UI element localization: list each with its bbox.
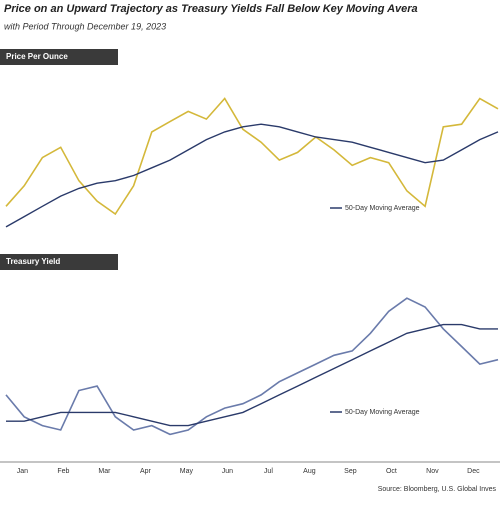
title: Price on an Upward Trajectory as Treasur…: [4, 3, 418, 15]
x-tick-label: Dec: [467, 468, 480, 475]
legend-label: 50-Day Moving Average: [345, 409, 420, 416]
x-tick-label: Jun: [222, 468, 233, 475]
line: [5, 123, 499, 228]
x-tick-label: May: [180, 468, 194, 475]
x-tick-label: Feb: [57, 468, 69, 475]
panel-label-box: [0, 254, 118, 270]
x-tick-label: Jul: [264, 468, 273, 475]
line: [5, 297, 499, 436]
x-tick-label: Mar: [98, 468, 111, 475]
panel-label: Treasury Yield: [6, 257, 60, 266]
line: [6, 323, 498, 427]
x-tick-label: Apr: [140, 468, 152, 475]
subtitle: with Period Through December 19, 2023: [4, 21, 166, 31]
x-tick-label: Jan: [17, 468, 28, 475]
line: [5, 97, 499, 216]
x-tick-label: Nov: [426, 468, 439, 475]
panel-label-box: [0, 49, 118, 65]
x-tick-label: Aug: [303, 468, 316, 475]
source: Source: Bloomberg, U.S. Global Inves: [378, 486, 497, 493]
panel-label: Price Per Ounce: [6, 52, 68, 61]
x-tick-label: Sep: [344, 468, 357, 475]
x-tick-label: Oct: [386, 468, 397, 475]
legend-label: 50-Day Moving Average: [345, 205, 420, 212]
